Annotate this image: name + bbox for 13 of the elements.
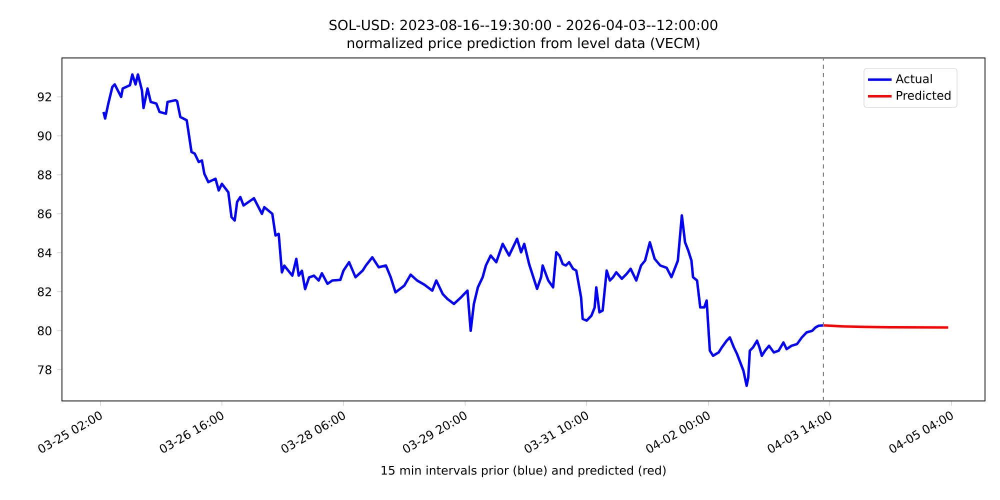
y-tick-label: 80 [38,326,52,336]
y-tick-label: 86 [38,209,52,218]
y-tick-label: 78 [38,365,52,374]
legend-label: Actual [896,74,932,84]
chart-subtitle: normalized price prediction from level data (VECM) [348,38,700,51]
legend-label: Predicted [896,90,950,100]
y-tick-label: 88 [38,170,52,180]
chart-title: SOL-USD: 2023-08-16--19:30:00 - 2026-04-03--12:00:00 [330,20,718,30]
x-axis-title: 15 min intervals prior (blue) and predicted (red) [382,466,666,478]
y-tick-label: 92 [38,92,52,102]
y-tick-label: 90 [38,131,52,140]
y-tick-label: 82 [38,287,52,296]
y-tick-label: 84 [38,248,52,258]
